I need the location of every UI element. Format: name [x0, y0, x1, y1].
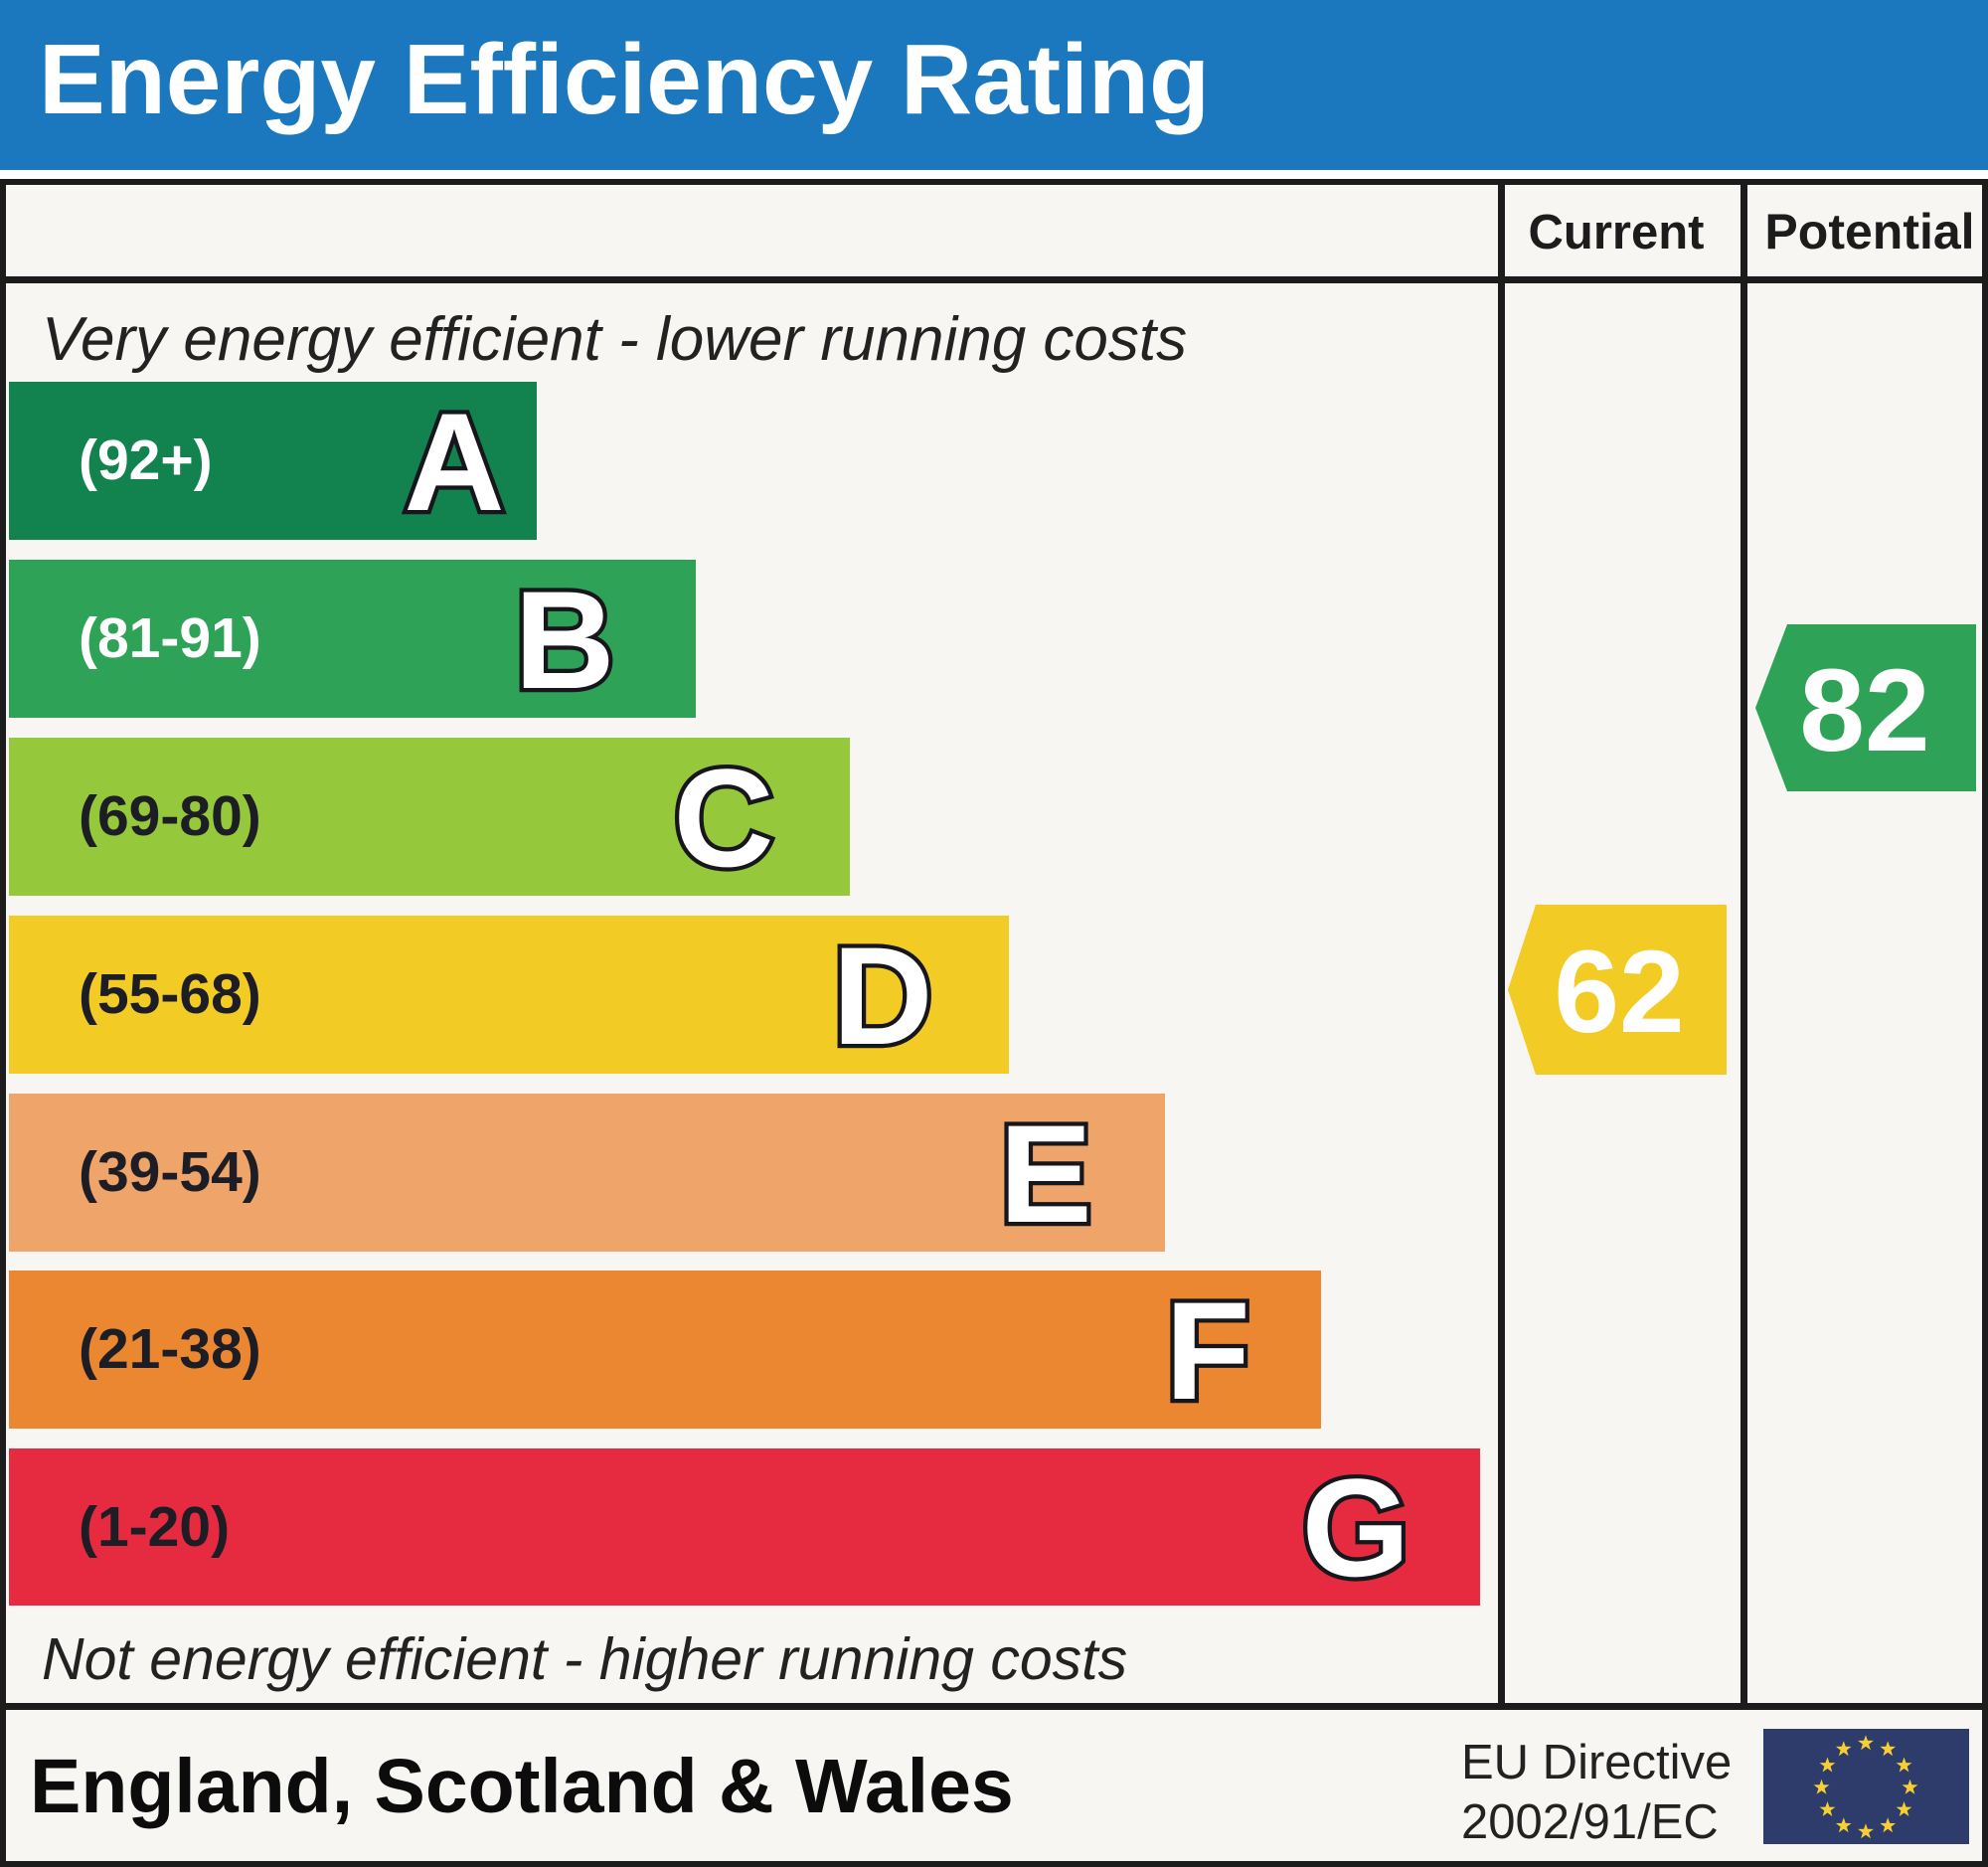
- svg-text:2002/91/EC: 2002/91/EC: [1461, 1795, 1719, 1849]
- svg-text:(92+): (92+): [79, 428, 213, 492]
- svg-text:62: 62: [1554, 927, 1684, 1058]
- svg-text:(69-80): (69-80): [79, 784, 261, 848]
- svg-text:EU Directive: EU Directive: [1461, 1736, 1732, 1789]
- svg-text:G: G: [1302, 1449, 1410, 1606]
- svg-text:Current: Current: [1529, 206, 1705, 259]
- svg-text:D: D: [832, 918, 932, 1074]
- svg-text:(21-38): (21-38): [79, 1317, 261, 1381]
- svg-text:82: 82: [1799, 645, 1929, 776]
- svg-text:F: F: [1165, 1273, 1250, 1429]
- svg-text:E: E: [999, 1096, 1091, 1252]
- svg-text:Potential: Potential: [1764, 204, 1974, 259]
- svg-text:Energy Efficiency Rating: Energy Efficiency Rating: [39, 24, 1210, 135]
- svg-text:C: C: [673, 740, 773, 896]
- svg-text:Not energy efficient - higher: Not energy efficient - higher running co…: [42, 1626, 1127, 1692]
- svg-text:(81-91): (81-91): [79, 606, 261, 670]
- svg-text:England, Scotland & Wales: England, Scotland & Wales: [30, 1744, 1014, 1829]
- svg-text:(39-54): (39-54): [79, 1140, 261, 1204]
- svg-text:(1-20): (1-20): [79, 1495, 230, 1559]
- svg-text:(55-68): (55-68): [79, 962, 261, 1026]
- svg-text:Very energy efficient - lower: Very energy efficient - lower running co…: [42, 305, 1187, 374]
- svg-text:B: B: [514, 562, 614, 718]
- svg-text:A: A: [404, 384, 504, 540]
